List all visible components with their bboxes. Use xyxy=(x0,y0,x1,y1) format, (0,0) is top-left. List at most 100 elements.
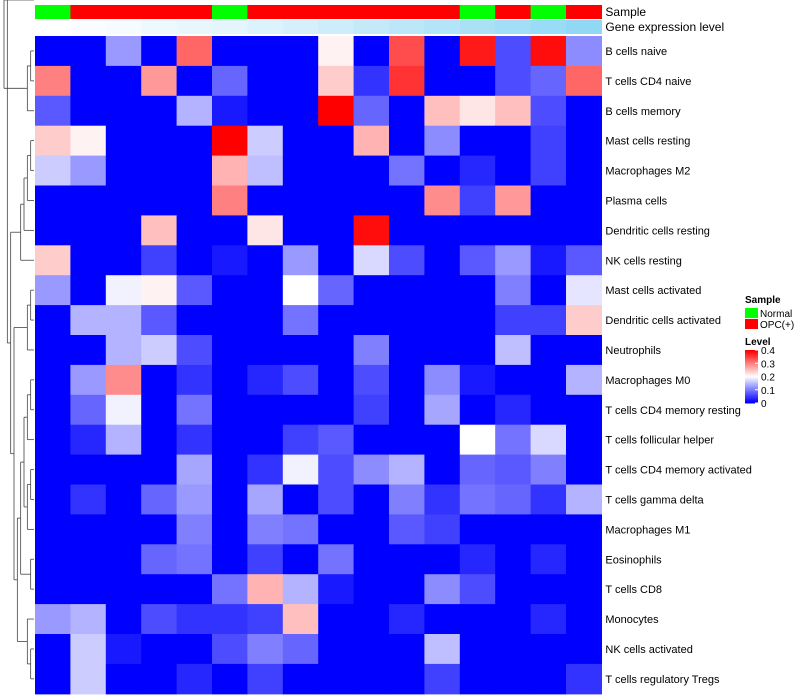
heatmap-cell xyxy=(35,484,71,515)
heatmap-cell xyxy=(566,574,602,605)
heatmap-cell xyxy=(282,155,319,187)
heatmap-cell xyxy=(530,634,567,665)
level-tick-label: 0.4 xyxy=(761,346,775,357)
heatmap-cell xyxy=(530,424,567,456)
row-label: T cells follicular helper xyxy=(605,435,714,447)
heatmap-cell xyxy=(495,604,532,635)
heatmap-cell xyxy=(389,185,425,216)
row-labels: B cells naive T cells CD4 naive B cells me… xyxy=(605,46,752,686)
level-colorbar-segment xyxy=(745,385,758,388)
heatmap-cell xyxy=(282,424,319,456)
level-tick-label: 0.2 xyxy=(761,373,775,384)
heatmap-cell xyxy=(70,215,107,246)
heatmap-cell xyxy=(212,663,248,695)
heatmap-cell xyxy=(247,275,284,306)
heatmap-cell xyxy=(141,634,178,665)
heatmap-cell xyxy=(318,514,355,545)
heatmap-cell xyxy=(389,604,425,635)
heatmap-cell xyxy=(70,514,107,545)
heatmap-cell xyxy=(566,663,602,695)
heatmap-cell xyxy=(70,95,107,127)
sample-annotation-cell xyxy=(495,5,532,19)
sample-annotation-cell xyxy=(566,5,602,19)
heatmap-cell xyxy=(176,574,213,605)
expression-annotation-cell xyxy=(70,20,107,34)
heatmap-cell xyxy=(247,634,284,665)
heatmap-cell xyxy=(247,215,284,246)
heatmap-cell xyxy=(212,335,248,366)
heatmap-cell xyxy=(70,634,107,665)
heatmap-cell xyxy=(459,36,496,67)
row-label: B cells memory xyxy=(605,106,681,118)
heatmap-cell xyxy=(495,65,532,97)
heatmap-cell xyxy=(212,65,248,97)
heatmap-cell xyxy=(389,275,425,306)
expression-annotation-cell xyxy=(495,20,532,34)
row-dendrogram xyxy=(3,0,34,680)
row-label: T cells regulatory Tregs xyxy=(605,674,720,686)
heatmap-cell xyxy=(70,155,107,187)
heatmap-cell xyxy=(212,125,248,157)
heatmap-cell xyxy=(353,335,390,366)
heatmap-cell xyxy=(459,484,496,515)
heatmap-cell xyxy=(530,36,567,67)
heatmap-cell xyxy=(566,215,602,246)
heatmap-cell xyxy=(389,95,425,127)
heatmap-cell xyxy=(353,65,390,97)
heatmap-cell xyxy=(389,125,425,157)
heatmap-cell xyxy=(495,95,532,127)
heatmap-cell xyxy=(141,245,178,276)
heatmap-cell xyxy=(35,245,71,276)
heatmap-cell xyxy=(389,305,425,336)
heatmap-cell xyxy=(176,245,213,276)
heatmap-cell xyxy=(566,544,602,575)
heatmap-cell xyxy=(247,364,284,396)
row-label: Monocytes xyxy=(605,614,659,626)
heatmap-cell xyxy=(318,185,355,216)
heatmap-cell xyxy=(141,424,178,456)
heatmap-cell xyxy=(389,364,425,396)
heatmap-cell xyxy=(495,484,532,515)
heatmap-cell xyxy=(247,484,284,515)
row-label: Mast cells activated xyxy=(605,285,701,297)
heatmap-cell xyxy=(141,65,178,97)
heatmap-cell xyxy=(424,364,461,396)
heatmap-cell xyxy=(141,574,178,605)
heatmap-cell xyxy=(530,604,567,635)
heatmap-cell xyxy=(389,335,425,366)
heatmap-cell xyxy=(424,95,461,127)
heatmap-cell xyxy=(212,215,248,246)
heatmap-cell xyxy=(35,424,71,456)
sample-annotation-cell xyxy=(212,5,248,19)
heatmap-cell xyxy=(353,424,390,456)
heatmap-cell xyxy=(105,634,142,665)
heatmap-cell xyxy=(353,95,390,127)
heatmap-cell xyxy=(105,514,142,545)
heatmap-cell xyxy=(247,95,284,127)
level-colorbar-segment xyxy=(745,352,758,355)
heatmap-cell xyxy=(530,454,567,486)
heatmap-cell xyxy=(353,394,390,426)
sample-annotation-cell xyxy=(141,5,178,19)
heatmap-cell xyxy=(495,544,532,575)
sample-annotation-cell xyxy=(459,5,496,19)
heatmap-cell xyxy=(212,36,248,67)
heatmap-cell xyxy=(176,663,213,695)
heatmap-cell xyxy=(282,634,319,665)
heatmap-cell xyxy=(353,245,390,276)
heatmap-cell xyxy=(459,514,496,545)
heatmap-cell xyxy=(212,574,248,605)
heatmap-cell xyxy=(424,484,461,515)
row-label: Macrophages M1 xyxy=(605,524,690,536)
heatmap-cell xyxy=(566,36,602,67)
heatmap-cell xyxy=(424,185,461,216)
heatmap-cell xyxy=(566,305,602,336)
heatmap-cell xyxy=(105,424,142,456)
heatmap-cell xyxy=(389,634,425,665)
heatmap-cell xyxy=(495,424,532,456)
sample-annotation-cell xyxy=(35,5,71,19)
heatmap-cell xyxy=(459,275,496,306)
heatmap-cell xyxy=(105,544,142,575)
heatmap-cell xyxy=(282,245,319,276)
heatmap-cell xyxy=(353,634,390,665)
